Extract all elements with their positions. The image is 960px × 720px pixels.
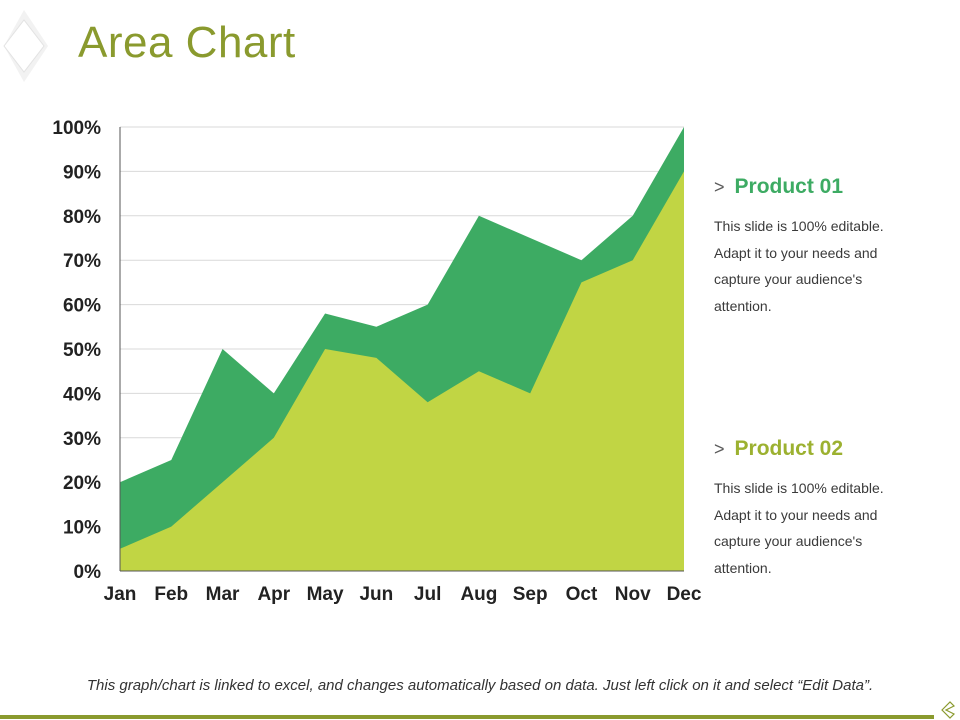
x-tick-label: Jan [104,584,137,605]
legend-product-01: > Product 01 This slide is 100% editable… [714,175,914,319]
x-tick-label: Oct [566,584,598,605]
x-tick-label: Mar [206,584,240,605]
y-tick-label: 10% [63,518,101,539]
bottom-accent-bar [0,715,934,719]
y-tick-label: 20% [63,473,101,494]
x-tick-label: Jun [359,584,393,605]
area-series-2 [120,171,684,571]
x-tick-label: Nov [615,584,651,605]
x-tick-label: Feb [154,584,188,605]
page-title: Area Chart [78,18,296,67]
x-tick-label: Apr [257,584,290,605]
legend-description-product-02: This slide is 100% editable. Adapt it to… [714,480,884,576]
y-tick-label: 30% [63,429,101,450]
legend-title-product-01: Product 01 [734,175,844,198]
x-tick-label: Dec [667,584,702,605]
y-tick-label: 80% [63,207,101,228]
x-tick-label: Aug [460,584,497,605]
y-tick-label: 70% [63,251,101,272]
legend-product-02: > Product 02 This slide is 100% editable… [714,437,914,581]
footer-note: This graph/chart is linked to excel, and… [86,677,874,694]
chevron-right-icon: > [714,438,725,459]
x-tick-label: May [307,584,344,605]
legend-description-product-01: This slide is 100% editable. Adapt it to… [714,218,884,314]
chevron-left-icon [941,701,956,719]
x-tick-label: Sep [513,584,548,605]
y-tick-label: 60% [63,296,101,317]
y-tick-label: 100% [52,118,101,139]
legend-title-product-02: Product 02 [734,437,844,460]
y-tick-label: 90% [63,162,101,183]
chevron-right-icon: > [714,176,725,197]
corner-decoration [3,10,48,82]
y-tick-label: 40% [63,384,101,405]
y-tick-label: 50% [63,340,101,361]
y-tick-label: 0% [74,562,102,583]
x-tick-label: Jul [414,584,441,605]
